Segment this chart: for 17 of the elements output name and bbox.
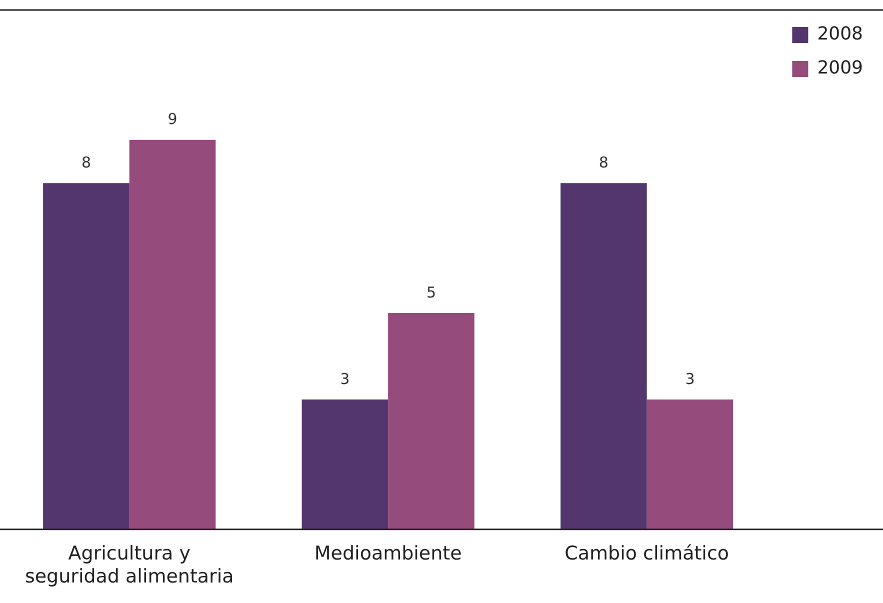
bar bbox=[43, 183, 130, 530]
legend-label: 2008 bbox=[817, 24, 864, 45]
bar bbox=[302, 400, 388, 530]
legend-label: 2009 bbox=[817, 58, 864, 79]
bar bbox=[560, 183, 647, 530]
bar bbox=[129, 140, 216, 530]
data-label: 9 bbox=[168, 110, 178, 128]
x-tick-label: Cambio climático bbox=[564, 542, 730, 565]
data-label: 5 bbox=[426, 283, 436, 302]
data-label: 3 bbox=[685, 370, 695, 388]
data-label: 8 bbox=[598, 154, 608, 172]
data-label: 8 bbox=[81, 154, 91, 172]
bar bbox=[388, 312, 474, 530]
x-tick-label: Medioambiente bbox=[314, 542, 462, 565]
data-label: 3 bbox=[340, 370, 350, 388]
x-tick-label: Agricultura y seguridad alimentaria bbox=[24, 542, 234, 588]
bar bbox=[646, 400, 734, 530]
